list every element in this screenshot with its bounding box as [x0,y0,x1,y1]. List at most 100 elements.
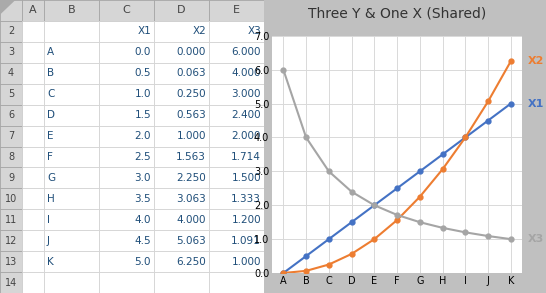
Bar [0,42,22,63]
Bar [209,0,264,21]
Bar [44,146,99,167]
Text: J: J [47,236,50,246]
Text: Three Y & One X (Shared): Three Y & One X (Shared) [308,6,486,21]
Text: 2.000: 2.000 [232,131,261,141]
Bar [209,21,264,42]
Bar [44,0,99,21]
Text: 3: 3 [8,47,14,57]
Bar [44,84,99,105]
Bar [99,84,154,105]
Bar [209,42,264,63]
Bar [44,63,99,84]
Bar [22,272,44,293]
Text: 5: 5 [8,89,14,99]
Bar [154,230,209,251]
Text: 2.250: 2.250 [176,173,206,183]
Text: 14: 14 [5,277,17,287]
Text: X2: X2 [192,26,206,36]
Bar [44,230,99,251]
Bar [0,84,22,105]
Text: A: A [47,47,54,57]
Bar [99,42,154,63]
Bar [0,209,22,230]
Text: 0.0: 0.0 [135,47,151,57]
Bar [22,63,44,84]
Bar [44,105,99,126]
Text: G: G [47,173,55,183]
Text: B: B [47,68,54,78]
Bar [154,42,209,63]
Bar [99,167,154,188]
Text: 4.0: 4.0 [134,215,151,225]
Bar [99,272,154,293]
Bar [0,63,22,84]
Text: 0.000: 0.000 [176,47,206,57]
Bar [209,146,264,167]
Bar [209,84,264,105]
Bar [0,188,22,209]
Text: 3.0: 3.0 [134,173,151,183]
Text: 11: 11 [5,215,17,225]
Bar [22,126,44,146]
Text: 2.5: 2.5 [134,152,151,162]
Bar [209,251,264,272]
Text: B: B [68,6,75,16]
Text: 5.063: 5.063 [176,236,206,246]
Bar [154,126,209,146]
Text: 6.000: 6.000 [232,47,261,57]
Text: 7: 7 [8,131,14,141]
Bar [0,251,22,272]
Text: 4: 4 [8,68,14,78]
Bar [44,42,99,63]
Text: 12: 12 [5,236,17,246]
Bar [99,188,154,209]
Bar [22,42,44,63]
Bar [0,0,22,21]
Text: 5.0: 5.0 [134,257,151,267]
Text: D: D [177,6,186,16]
Text: 1.0: 1.0 [134,89,151,99]
Bar [0,105,22,126]
Text: 9: 9 [8,173,14,183]
Text: 1.333: 1.333 [231,194,261,204]
Text: H: H [47,194,55,204]
Bar [154,146,209,167]
Text: K: K [47,257,54,267]
Bar [99,251,154,272]
Bar [154,63,209,84]
Text: 13: 13 [5,257,17,267]
Text: 3.000: 3.000 [232,89,261,99]
Bar [154,105,209,126]
Bar [44,21,99,42]
Bar [44,251,99,272]
Text: D: D [47,110,55,120]
Bar [22,230,44,251]
Bar [209,63,264,84]
Bar [0,167,22,188]
Bar [22,21,44,42]
Bar [99,146,154,167]
Bar [0,146,22,167]
Text: X1: X1 [528,99,544,109]
Bar [0,126,22,146]
Text: X3: X3 [528,234,544,244]
Text: 1.5: 1.5 [134,110,151,120]
Text: 1.500: 1.500 [232,173,261,183]
Bar [99,63,154,84]
Text: E: E [233,6,240,16]
Bar [44,272,99,293]
Bar [154,21,209,42]
Bar [0,230,22,251]
Bar [99,126,154,146]
Text: 0.563: 0.563 [176,110,206,120]
Bar [209,126,264,146]
Bar [209,209,264,230]
Bar [209,272,264,293]
Bar [22,84,44,105]
Bar [22,167,44,188]
Text: 2: 2 [8,26,14,36]
Bar [44,209,99,230]
Text: 2.400: 2.400 [232,110,261,120]
Text: A: A [29,6,37,16]
Bar [154,0,209,21]
